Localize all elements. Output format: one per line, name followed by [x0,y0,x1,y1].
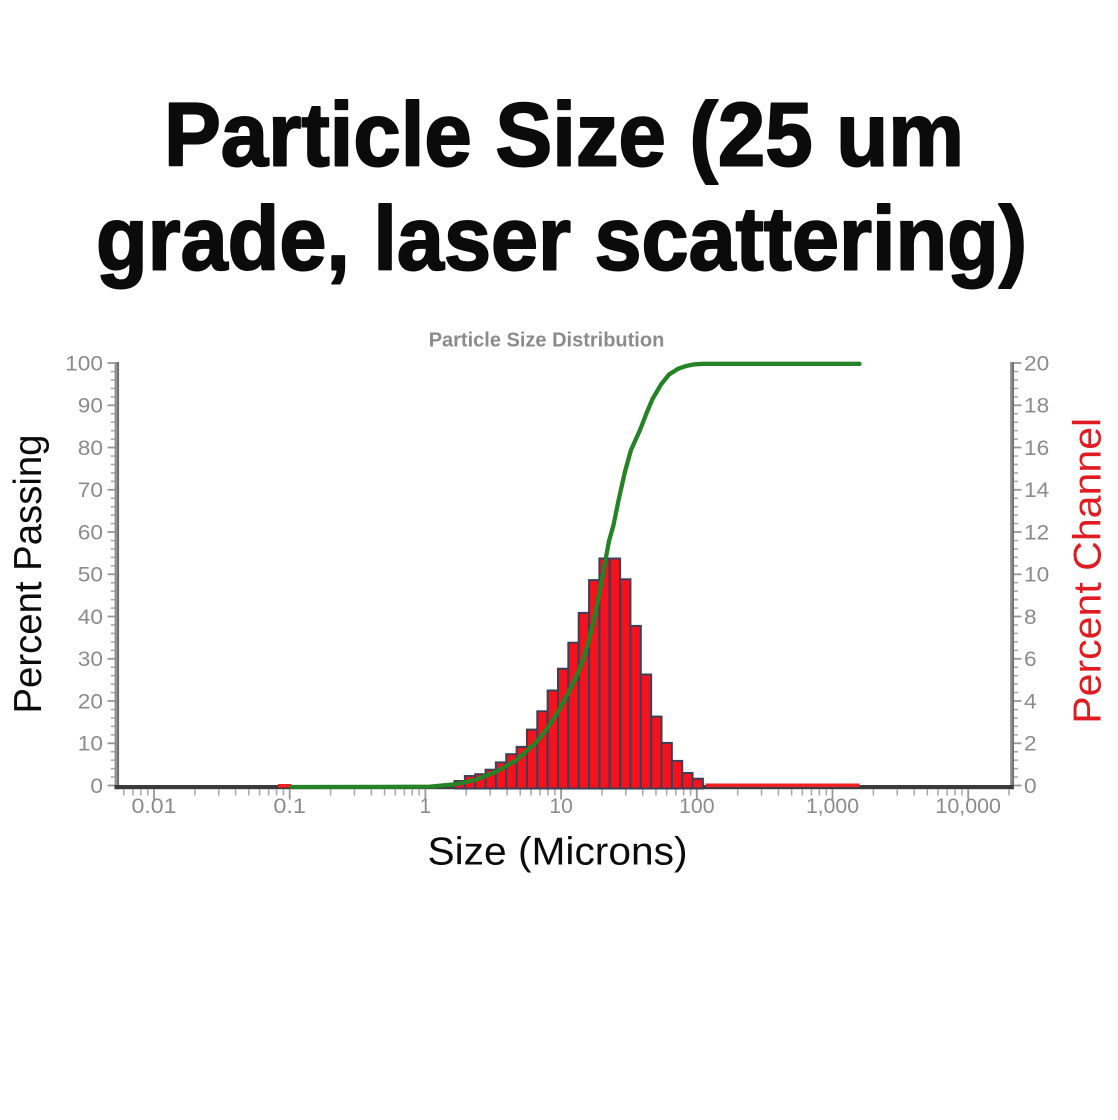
svg-text:10: 10 [549,795,573,818]
svg-text:30: 30 [78,648,103,671]
svg-text:10,000: 10,000 [935,795,1001,818]
svg-text:18: 18 [1024,395,1049,418]
svg-text:4: 4 [1024,690,1037,713]
svg-text:20: 20 [78,690,103,713]
svg-text:60: 60 [78,521,103,544]
svg-text:0.01: 0.01 [132,795,177,818]
svg-text:Size (Microns): Size (Microns) [428,831,688,874]
svg-text:14: 14 [1024,479,1050,502]
svg-text:6: 6 [1024,648,1037,671]
svg-text:80: 80 [78,437,103,460]
svg-text:50: 50 [78,564,103,587]
svg-text:40: 40 [78,606,103,629]
svg-text:100: 100 [679,795,715,818]
svg-text:8: 8 [1024,606,1037,629]
svg-text:1: 1 [420,795,432,818]
svg-text:Particle Size (25 um: Particle Size (25 um [164,86,964,186]
svg-text:10: 10 [78,733,103,756]
svg-text:0: 0 [90,775,103,798]
svg-text:90: 90 [78,395,103,418]
svg-text:Particle Size Distribution: Particle Size Distribution [429,330,665,352]
svg-text:16: 16 [1024,437,1049,460]
svg-text:Percent Passing: Percent Passing [7,435,50,714]
svg-text:0.1: 0.1 [273,795,306,818]
svg-text:0: 0 [1024,775,1037,798]
svg-text:10: 10 [1024,564,1049,587]
svg-text:100: 100 [65,352,103,375]
svg-text:70: 70 [78,479,103,502]
svg-text:12: 12 [1024,521,1049,544]
svg-text:Percent Channel: Percent Channel [1067,418,1110,724]
svg-text:1,000: 1,000 [806,795,859,818]
svg-text:20: 20 [1024,352,1049,375]
svg-text:grade, laser scattering): grade, laser scattering) [96,190,1027,290]
svg-text:2: 2 [1024,733,1037,756]
